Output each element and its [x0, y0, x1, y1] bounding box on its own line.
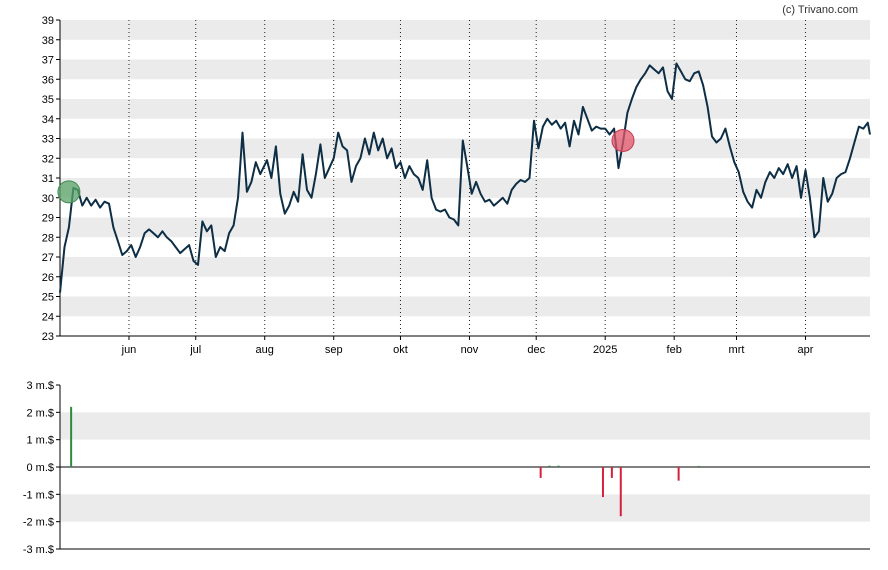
sell-marker: [611, 128, 635, 152]
price-y-tick-label: 26: [42, 272, 54, 284]
volume-grid-band: [60, 494, 870, 522]
price-grid-band: [60, 217, 870, 238]
price-y-tick-label: 35: [42, 94, 54, 106]
volume-y-tick-label: 2 m.$: [26, 407, 54, 419]
price-y-tick-label: 25: [42, 292, 54, 304]
price-y-tick-label: 37: [42, 55, 54, 67]
volume-y-tick-label: -3 m.$: [23, 544, 54, 556]
volume-y-tick-label: 1 m.$: [26, 435, 54, 447]
price-grid-band: [60, 296, 870, 317]
price-y-tick-label: 28: [42, 232, 54, 244]
price-grid-band: [60, 20, 870, 40]
price-x-tick-label: nov: [461, 344, 479, 356]
price-grid-band: [60, 178, 870, 198]
price-y-tick-label: 34: [42, 114, 54, 126]
volume-panel: -3 m.$ -2 m.$ -1 m.$ 0 m.$ 1 m.$ 2 m.$ 3 m.$: [23, 380, 870, 556]
price-y-tick-label: 24: [42, 311, 54, 323]
price-y-tick-label: 39: [42, 15, 54, 27]
volume-y-tick-label: 3 m.$: [26, 380, 54, 392]
price-line: [59, 62, 871, 293]
volume-y-tick-label: 0 m.$: [26, 462, 54, 474]
price-x-tick-label: mrt: [729, 344, 745, 356]
price-y-tick-label: 27: [42, 252, 54, 264]
volume-y-tick-label: -2 m.$: [23, 517, 54, 529]
price-x-tick-label: sep: [325, 344, 343, 356]
price-x-tick-label: jul: [189, 344, 201, 356]
price-x-tick-label: dec: [527, 344, 545, 356]
price-y-tick-label: 33: [42, 134, 54, 146]
price-x-tick-label: okt: [393, 344, 408, 356]
price-x-tick-label: 2025: [593, 344, 617, 356]
price-x-tick-label: apr: [798, 344, 814, 356]
price-y-tick-label: 30: [42, 193, 54, 205]
price-grid-band: [60, 99, 870, 119]
credit-text: (c) Trivano.com: [782, 4, 858, 16]
buy-marker: [57, 180, 81, 204]
price-x-tick-label: aug: [256, 344, 274, 356]
price-y-tick-label: 36: [42, 74, 54, 86]
price-x-tick-label: feb: [667, 344, 682, 356]
price-panel: 23 24 25 26 27 28 29 30 31 32 33 34 35 36 37 38 39 jun jul…: [42, 15, 871, 356]
volume-y-tick-label: -1 m.$: [23, 489, 54, 501]
price-grid-band: [60, 59, 870, 80]
price-y-tick-label: 29: [42, 213, 54, 225]
volume-grid-band: [60, 412, 870, 440]
price-y-tick-label: 31: [42, 173, 54, 185]
price-x-tick-label: jun: [121, 344, 137, 356]
price-y-tick-label: 23: [42, 331, 54, 343]
price-y-tick-label: 32: [42, 153, 54, 165]
price-y-tick-label: 38: [42, 35, 54, 47]
price-grid-band: [60, 257, 870, 277]
